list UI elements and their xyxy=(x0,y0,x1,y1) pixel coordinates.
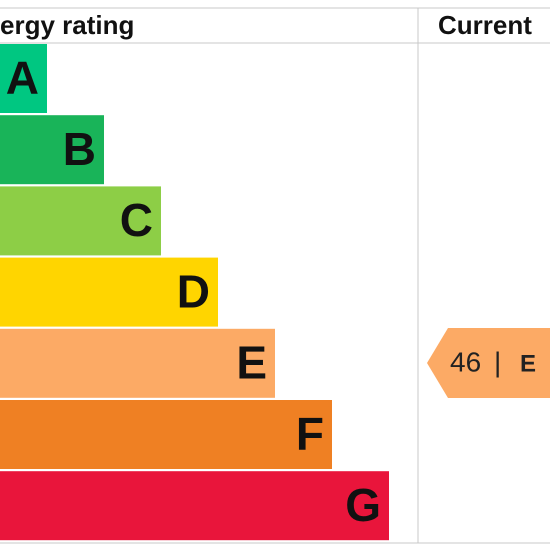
band-letter: F xyxy=(296,408,324,460)
band-bar xyxy=(0,328,275,398)
band-letter: G xyxy=(345,479,381,531)
current-value: 46 xyxy=(450,346,481,377)
band-bar xyxy=(0,471,389,541)
header-current: Current xyxy=(438,10,532,40)
band-letter: D xyxy=(177,265,210,317)
band-letter: B xyxy=(63,123,96,175)
band-bar xyxy=(0,257,218,327)
band-letter: C xyxy=(120,194,153,246)
band-letter: E xyxy=(236,336,267,388)
header-title: ergy rating xyxy=(0,10,134,40)
band-letter: A xyxy=(6,52,39,104)
band-bar xyxy=(0,115,104,185)
band-bar xyxy=(0,44,47,113)
separator: | xyxy=(494,346,501,377)
band-bar xyxy=(0,400,332,469)
band-bar xyxy=(0,186,161,256)
current-band: E xyxy=(520,350,536,377)
current-arrow xyxy=(427,328,550,398)
